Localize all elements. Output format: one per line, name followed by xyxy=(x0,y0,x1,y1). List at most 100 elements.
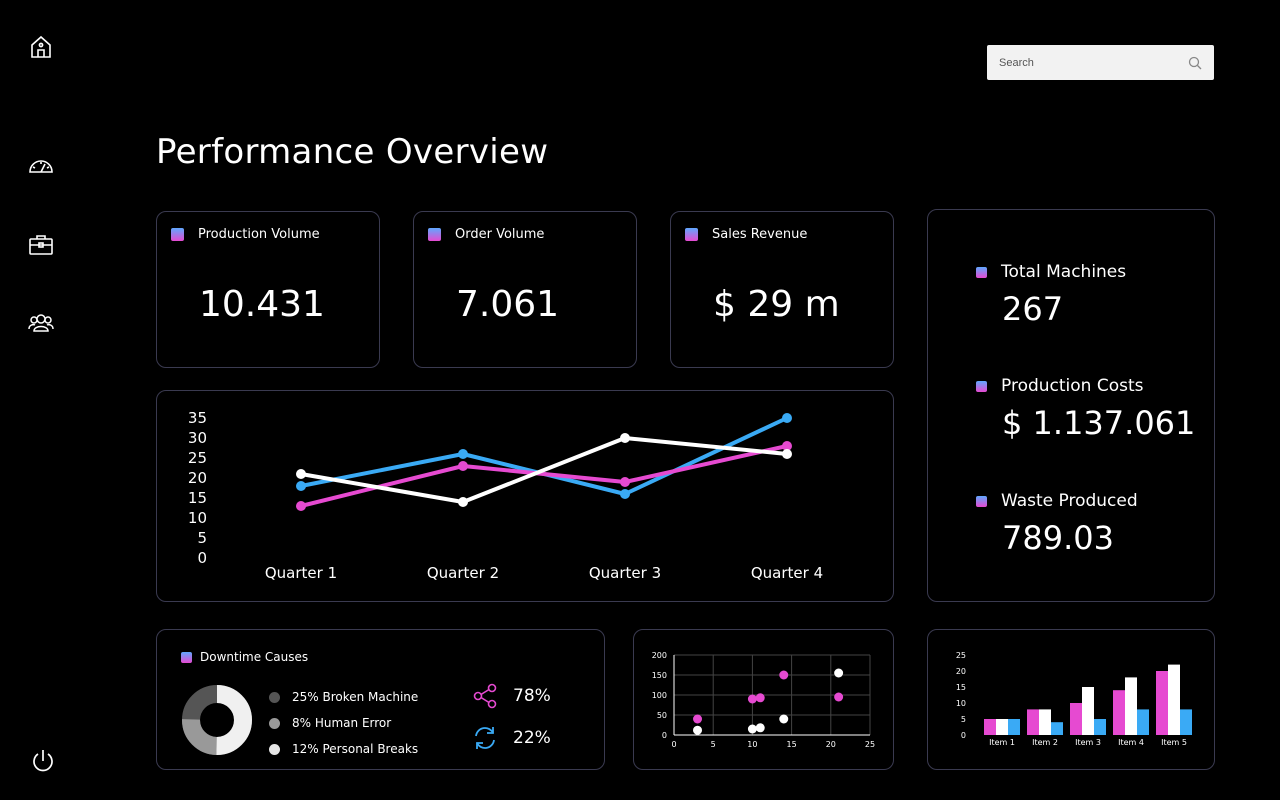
scatter-point xyxy=(747,694,757,704)
briefcase-icon[interactable] xyxy=(28,231,54,257)
legend-label: 12% Personal Breaks xyxy=(292,742,419,756)
scatter-point xyxy=(755,723,765,733)
y-tick-label: 10 xyxy=(188,509,207,527)
kpi-value: $ 29 m xyxy=(713,284,840,325)
bar xyxy=(1082,687,1094,735)
y-tick-label: 15 xyxy=(956,683,966,692)
x-tick-label: Item 5 xyxy=(1161,738,1187,747)
metric-refresh: 22% xyxy=(471,724,551,752)
donut-slice-personal-breaks xyxy=(182,685,252,755)
stat-total-machines: Total Machines 267 xyxy=(976,262,1126,328)
sidebar xyxy=(0,0,84,800)
share-icon xyxy=(473,683,497,709)
scatter-point xyxy=(834,668,844,678)
legend-item: 12% Personal Breaks xyxy=(269,736,418,762)
kpi-card-sales-revenue: Sales Revenue $ 29 m xyxy=(670,211,894,368)
scatter-point xyxy=(747,724,757,734)
series-line xyxy=(300,416,788,496)
y-tick-label: 0 xyxy=(662,731,667,740)
y-tick-label: 200 xyxy=(652,651,667,660)
stat-value: 267 xyxy=(1002,290,1064,328)
kpi-card-order-volume: Order Volume 7.061 xyxy=(413,211,637,368)
data-point xyxy=(620,477,630,487)
metric-value: 22% xyxy=(513,728,551,748)
kpi-label: Production Volume xyxy=(198,227,320,242)
legend-dot xyxy=(269,743,280,755)
x-tick-label: Quarter 4 xyxy=(751,564,823,582)
bar xyxy=(1137,709,1149,735)
scatter-point xyxy=(779,714,789,724)
y-tick-label: 0 xyxy=(197,549,207,567)
scatter-point xyxy=(693,725,703,735)
legend-item: 8% Human Error xyxy=(269,710,418,736)
gauge-icon[interactable] xyxy=(28,152,54,178)
legend-dot xyxy=(269,691,280,703)
search-input[interactable] xyxy=(999,56,1188,69)
stat-label: Total Machines xyxy=(1001,262,1127,282)
donut-slice-human-error xyxy=(182,685,252,755)
line-chart: 0 5 10 15 20 25 30 35 Quarter 1 Quarter 2 Quarter … xyxy=(188,409,823,582)
stat-value: $ 1.137.061 xyxy=(1002,404,1196,442)
bar xyxy=(1113,690,1125,735)
y-tick-label: 20 xyxy=(188,469,207,487)
gradient-square-icon xyxy=(428,228,441,241)
gradient-square-icon xyxy=(976,380,987,392)
bar xyxy=(1094,719,1106,735)
y-tick-label: 25 xyxy=(956,651,966,660)
y-tick-label: 10 xyxy=(956,699,966,708)
y-tick-label: 35 xyxy=(188,409,207,427)
users-icon[interactable] xyxy=(28,310,54,336)
kpi-value: 10.431 xyxy=(199,284,325,325)
downtime-title: Downtime Causes xyxy=(200,650,309,664)
bar xyxy=(1125,677,1137,735)
data-point xyxy=(620,489,630,499)
x-tick-label: Quarter 2 xyxy=(427,564,499,582)
bar xyxy=(1027,709,1039,735)
y-tick-label: 5 xyxy=(197,529,207,547)
home-icon[interactable] xyxy=(28,34,54,60)
data-point xyxy=(296,501,306,511)
legend-label: 8% Human Error xyxy=(292,716,392,730)
kpi-value: 7.061 xyxy=(456,284,560,325)
search-box[interactable] xyxy=(987,45,1214,80)
y-tick-label: 25 xyxy=(188,449,207,467)
x-tick-label: 10 xyxy=(747,740,757,749)
stat-waste-produced: Waste Produced 789.03 xyxy=(976,491,1138,557)
x-tick-label: Item 4 xyxy=(1118,738,1144,747)
metric-share: 78% xyxy=(471,682,551,710)
y-tick-label: 0 xyxy=(961,731,966,740)
downtime-card: Downtime Causes 25% Broken Machine 8% Hu… xyxy=(156,629,605,770)
x-tick-label: Item 3 xyxy=(1075,738,1101,747)
series-line xyxy=(300,444,788,508)
series-line xyxy=(300,436,788,504)
x-tick-label: Quarter 3 xyxy=(589,564,661,582)
x-tick-label: 0 xyxy=(671,740,676,749)
bar xyxy=(996,719,1008,735)
search-icon[interactable] xyxy=(1188,56,1202,70)
y-tick-label: 100 xyxy=(652,691,667,700)
y-tick-label: 50 xyxy=(657,711,667,720)
stat-label: Production Costs xyxy=(1001,376,1144,396)
bar-chart: 0 5 10 15 20 25 Item 1 Item 2 Item 3 Item 4 Item 5 xyxy=(956,651,1192,747)
gradient-square-icon xyxy=(976,495,987,507)
data-point xyxy=(296,481,306,491)
x-tick-label: 15 xyxy=(787,740,797,749)
scatter-point xyxy=(779,670,789,680)
power-icon[interactable] xyxy=(30,748,56,774)
x-tick-label: Quarter 1 xyxy=(265,564,337,582)
y-tick-label: 150 xyxy=(652,671,667,680)
gradient-square-icon xyxy=(181,651,192,663)
x-tick-label: Item 1 xyxy=(989,738,1015,747)
scatter-point xyxy=(755,693,765,703)
gradient-square-icon xyxy=(976,266,987,278)
kpi-label: Sales Revenue xyxy=(712,227,808,242)
bar xyxy=(1051,722,1063,735)
refresh-icon xyxy=(475,727,495,749)
y-tick-label: 5 xyxy=(961,715,966,724)
x-tick-label: 5 xyxy=(711,740,716,749)
page-title: Performance Overview xyxy=(156,132,549,172)
gradient-square-icon xyxy=(171,228,184,241)
data-point xyxy=(458,497,468,507)
y-tick-label: 15 xyxy=(188,489,207,507)
bar xyxy=(1180,709,1192,735)
